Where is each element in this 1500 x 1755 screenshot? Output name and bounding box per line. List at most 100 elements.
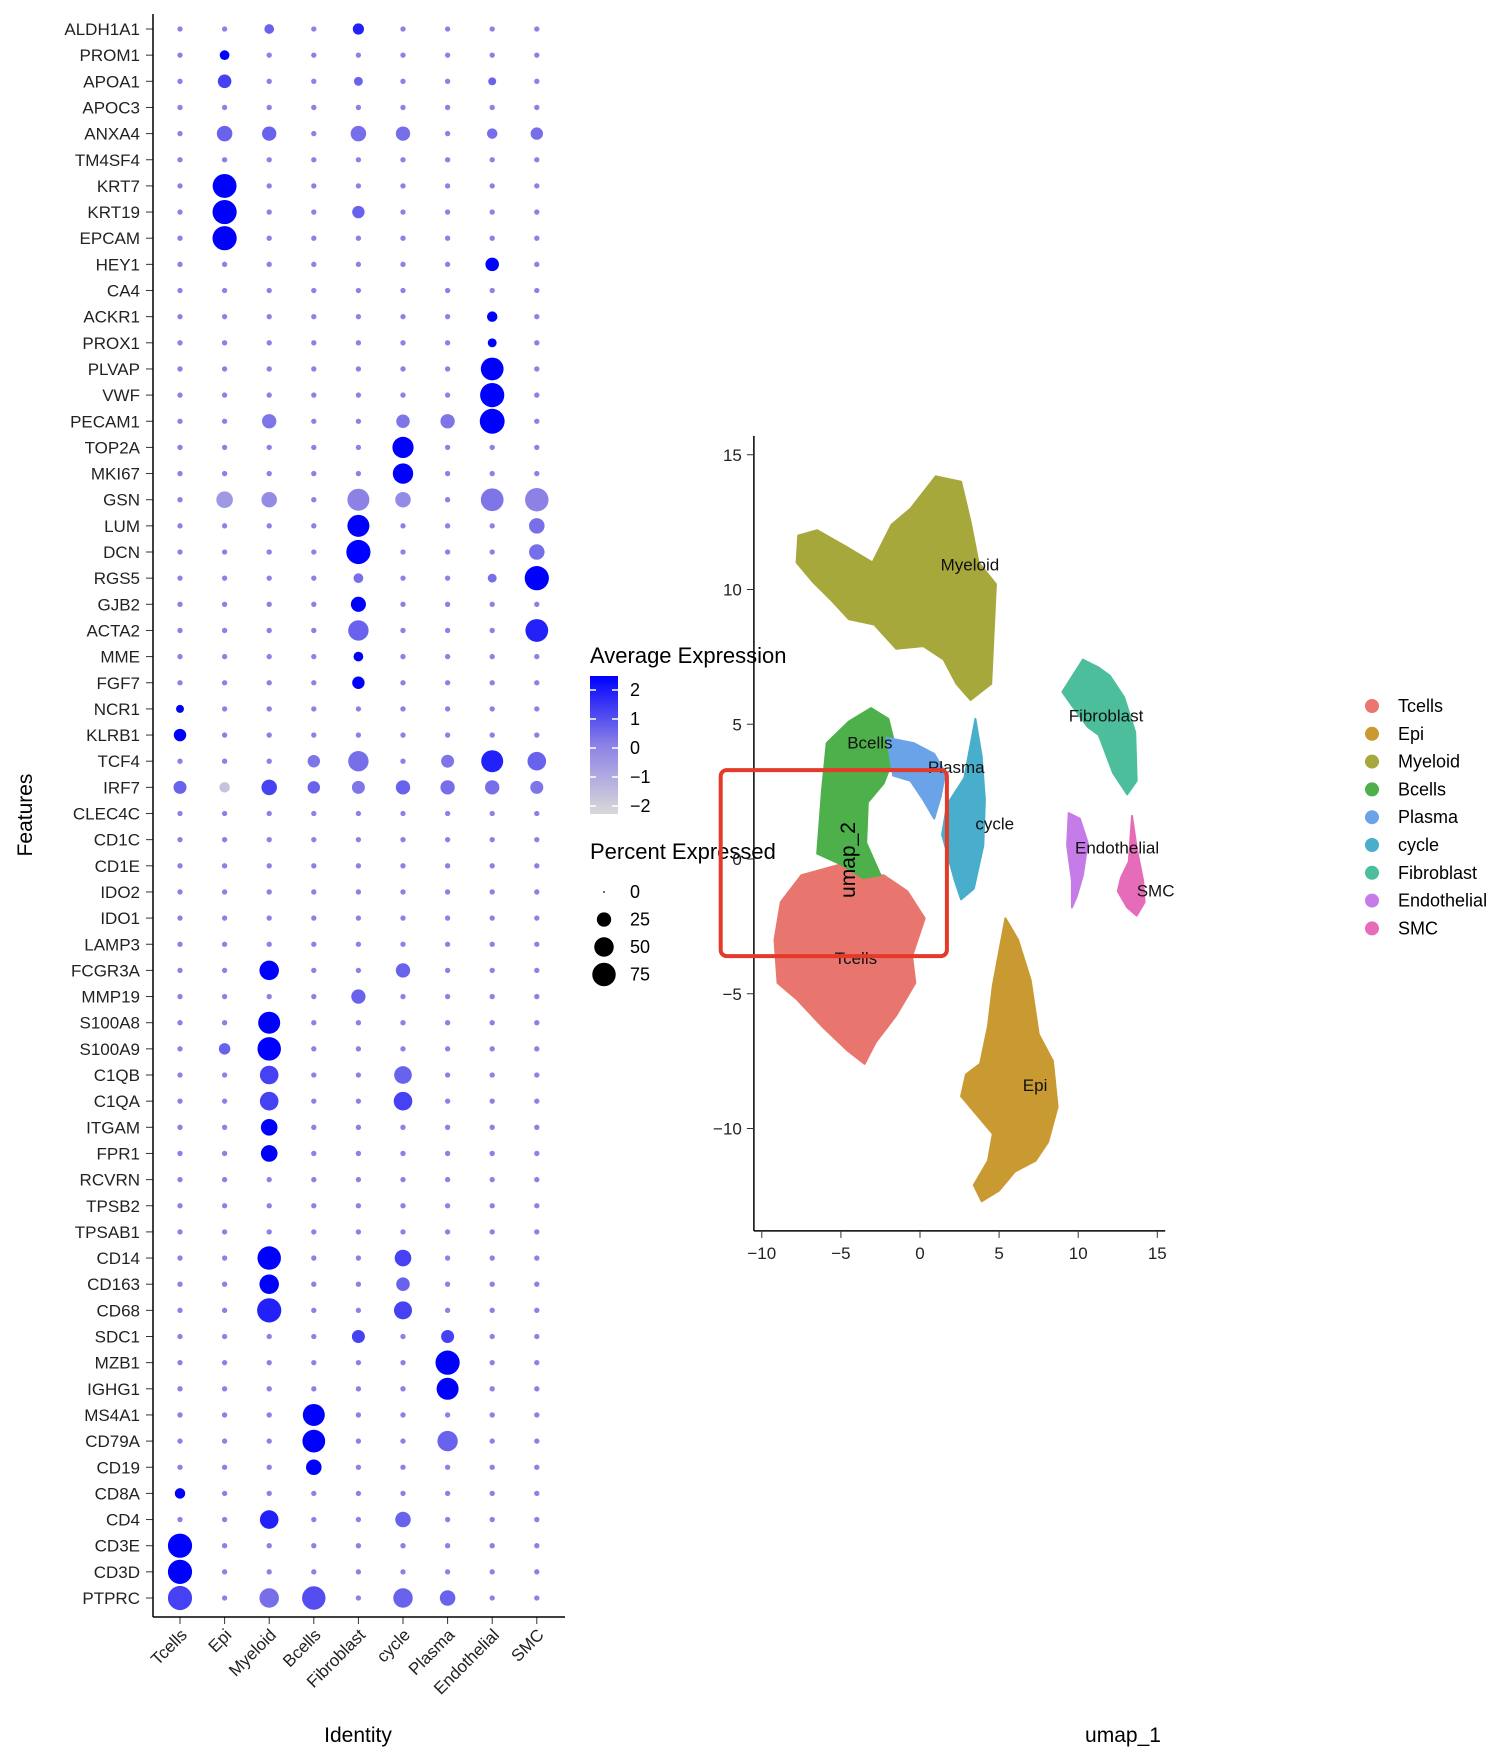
dotplot-point bbox=[311, 1124, 317, 1130]
feature-label: C1QA bbox=[94, 1092, 141, 1111]
dotplot-point bbox=[266, 732, 272, 738]
dotplot-point bbox=[489, 1490, 495, 1497]
dotplot-point bbox=[351, 1330, 365, 1343]
feature-label: GJB2 bbox=[97, 595, 140, 614]
dotplot-point bbox=[262, 126, 277, 141]
dotplot-point bbox=[444, 1569, 451, 1575]
dotplot-point bbox=[311, 1176, 317, 1183]
feature-label: SDC1 bbox=[95, 1328, 140, 1347]
dotplot-point bbox=[221, 1438, 228, 1444]
dotplot-point bbox=[177, 1046, 183, 1052]
dotplot-point bbox=[266, 157, 272, 163]
dotplot-point bbox=[534, 993, 540, 1000]
dotplot-point bbox=[177, 340, 183, 346]
dotplot-point bbox=[311, 1150, 317, 1157]
cluster-label: Tcells bbox=[835, 949, 878, 968]
dotplot-point bbox=[355, 444, 362, 451]
dotplot-point bbox=[311, 1490, 317, 1497]
size-legend-items: 0 25 50 75 bbox=[592, 882, 650, 987]
dotplot-point bbox=[259, 1274, 279, 1294]
dotplot-point bbox=[355, 836, 362, 843]
dotplot-point bbox=[177, 366, 183, 372]
dotplot-point bbox=[221, 967, 228, 974]
dotplot-point bbox=[444, 470, 451, 477]
dotplot-point bbox=[444, 1307, 451, 1314]
feature-label: IGHG1 bbox=[87, 1380, 140, 1399]
dotplot-point bbox=[221, 287, 228, 294]
dotplot-point bbox=[489, 523, 495, 529]
dotplot-point bbox=[311, 1516, 317, 1523]
dotplot-point bbox=[177, 418, 183, 424]
feature-label: MS4A1 bbox=[84, 1406, 140, 1425]
dotplot-point bbox=[355, 1020, 362, 1026]
feature-label: LAMP3 bbox=[84, 935, 140, 954]
dotplot-point bbox=[534, 941, 540, 947]
dotplot-point bbox=[489, 1333, 495, 1340]
dotplot-point bbox=[311, 157, 317, 163]
size-legend-label: 25 bbox=[630, 910, 650, 930]
dotplot-point bbox=[221, 680, 228, 686]
size-legend-dot bbox=[594, 937, 614, 957]
dotplot-point bbox=[489, 1307, 495, 1314]
dotplot-point bbox=[489, 1595, 495, 1601]
dotplot-point bbox=[221, 993, 228, 1000]
dotplot-point bbox=[352, 205, 365, 219]
dotplot-point bbox=[221, 1229, 228, 1235]
dotplot-point bbox=[444, 392, 451, 398]
dotplot-point bbox=[221, 1359, 228, 1366]
dotplot-point bbox=[311, 523, 317, 529]
dotplot-point bbox=[177, 1150, 183, 1157]
dotplot-point bbox=[355, 1438, 362, 1444]
cluster-region bbox=[941, 717, 986, 901]
dotplot-point bbox=[355, 1124, 362, 1130]
dotplot-point bbox=[257, 1246, 281, 1270]
dotplot-point bbox=[259, 1510, 279, 1529]
dotplot-point bbox=[177, 261, 183, 268]
dotplot-point bbox=[534, 863, 540, 869]
dotplot-point bbox=[489, 810, 495, 817]
cluster-region bbox=[1066, 812, 1089, 909]
umap-legend-label: Endothelial bbox=[1398, 891, 1487, 911]
umap-legend-label: Bcells bbox=[1398, 779, 1446, 799]
dotplot-point bbox=[400, 209, 406, 215]
dotplot-point bbox=[261, 491, 277, 508]
dotplot-point bbox=[221, 1150, 228, 1157]
dotplot-point bbox=[266, 680, 272, 686]
dotplot-point bbox=[221, 470, 228, 477]
dotplot-point bbox=[489, 1412, 495, 1418]
dotplot-point bbox=[311, 627, 317, 634]
dotplot-point bbox=[311, 732, 317, 738]
dotplot-point bbox=[173, 780, 187, 794]
dotplot-point bbox=[355, 261, 362, 268]
dotplot-point bbox=[486, 311, 498, 322]
dotplot-point bbox=[400, 104, 406, 111]
dotplot-point bbox=[177, 836, 183, 843]
dotplot-point bbox=[395, 126, 411, 141]
feature-label: C1QB bbox=[94, 1066, 140, 1085]
dotplot-point bbox=[444, 1046, 451, 1052]
dotplot-point bbox=[444, 1281, 451, 1287]
dotplot-point bbox=[311, 261, 317, 268]
dotplot-point bbox=[524, 566, 549, 591]
umap-y-tick-label: 5 bbox=[732, 715, 741, 734]
feature-label: CD4 bbox=[106, 1511, 140, 1530]
dotplot-point bbox=[393, 1091, 413, 1111]
feature-label: ACKR1 bbox=[83, 308, 140, 327]
dotplot-point bbox=[444, 1020, 451, 1026]
umap-x-tick-label: −10 bbox=[747, 1244, 776, 1263]
dotplot-point bbox=[311, 1203, 317, 1209]
dotplot-point bbox=[177, 444, 183, 451]
dotplot-point bbox=[400, 653, 406, 660]
dotplot-point bbox=[480, 488, 504, 512]
dotplot-point bbox=[311, 653, 317, 660]
dotplot-point bbox=[351, 989, 366, 1004]
feature-label: IDO1 bbox=[100, 909, 140, 928]
dotplot-point bbox=[395, 491, 411, 508]
dotplot-point bbox=[266, 941, 272, 947]
cluster-region bbox=[816, 707, 898, 879]
dotplot-point bbox=[221, 549, 228, 555]
umap-y-axis-title: umap_2 bbox=[837, 822, 860, 898]
dotplot-point bbox=[489, 1020, 495, 1026]
dotplot-point bbox=[177, 889, 183, 895]
dotplot-point bbox=[534, 1438, 540, 1444]
